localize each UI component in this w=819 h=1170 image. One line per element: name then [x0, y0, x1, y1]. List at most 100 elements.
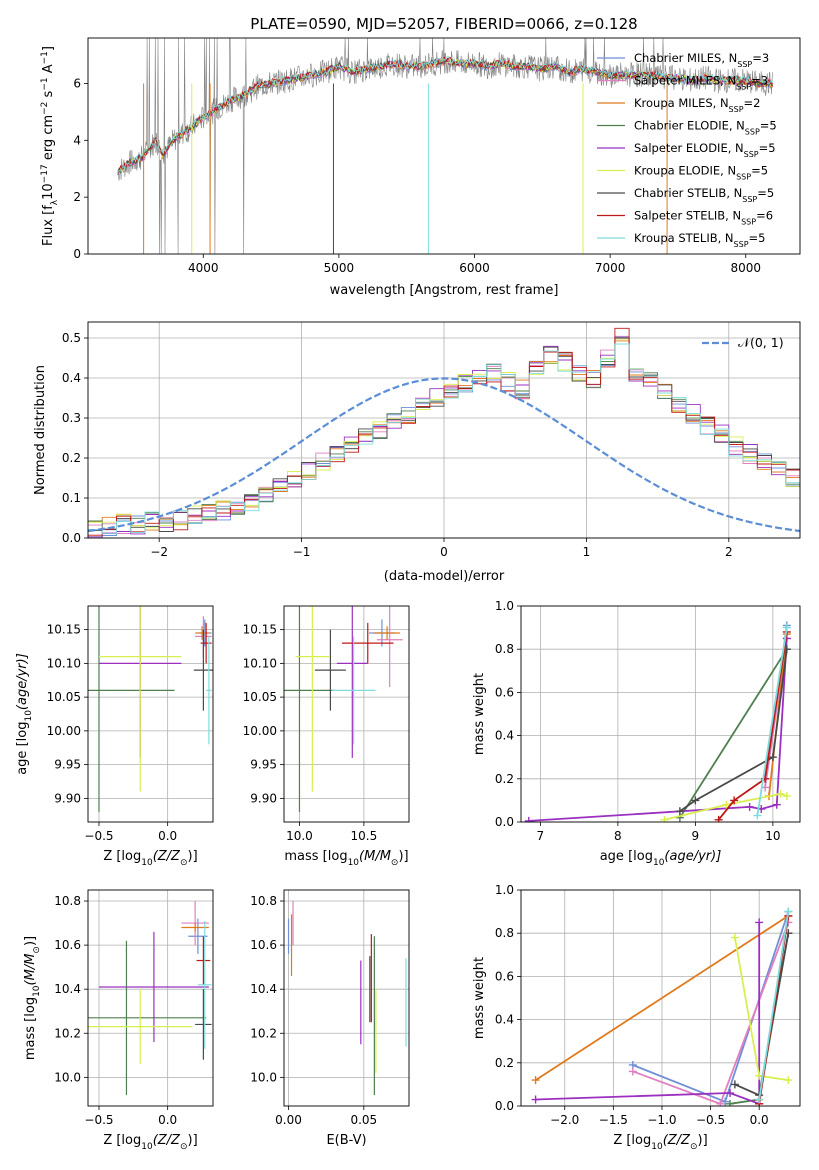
axes-frame: [283, 605, 410, 823]
y-tick-label: 2: [73, 190, 81, 204]
y-tick-label: 10.00: [243, 724, 277, 738]
x-tick-label: 1: [583, 545, 591, 559]
y-tick-label: 10.05: [243, 690, 277, 704]
weight-marker: [776, 789, 785, 798]
weight-vs-age-plot: 7 8 9 10 0.0 0.2 0.4 0.6 0.8 1.0 age [log10(age/yr…: [472, 599, 801, 868]
x-tick-label: 0.05: [350, 1113, 377, 1127]
x-tick-label: 10: [765, 829, 780, 843]
weight-line: [679, 649, 788, 812]
weight-line: [664, 792, 788, 821]
weight-marker: [755, 1095, 764, 1104]
x-tick-label: −2.0: [550, 1113, 579, 1127]
x-tick-label: 10.5: [351, 829, 378, 843]
legend-label: Chabrier MILES, NSSP=3: [634, 51, 769, 69]
weight-marker: [721, 1097, 730, 1106]
weight-marker: [782, 623, 791, 632]
plot-area: [88, 606, 213, 812]
y-tick-label: 0.2: [62, 451, 81, 465]
weight-line: [758, 911, 790, 1100]
y-tick-label: 10.4: [54, 982, 81, 996]
weight-line: [528, 638, 788, 822]
x-tick-label: 7000: [595, 261, 626, 275]
x-tick-label: 0.0: [750, 1113, 769, 1127]
weight-marker: [730, 1080, 739, 1089]
weight-marker: [628, 1067, 637, 1076]
y-tick-label: 10.15: [47, 623, 81, 637]
y-tick-label: 0.5: [62, 331, 81, 345]
y-tick-label: 10.0: [250, 1070, 277, 1084]
y-tick-label: 10.2: [54, 1026, 81, 1040]
weight-marker: [524, 816, 533, 822]
x-tick-label: 10.0: [286, 829, 313, 843]
y-tick-label: 10.4: [250, 982, 277, 996]
x-tick-label: 4000: [188, 261, 219, 275]
y-tick-label: 0.6: [495, 685, 514, 699]
weight-marker: [782, 792, 791, 801]
age-vs-metallicity-plot: −0.5 0.0 9.90 9.95 10.00 10.05 10.10 10.15 Z [lo…: [15, 605, 214, 868]
x-tick-label: 7: [537, 829, 545, 843]
axes-frame: [520, 605, 801, 823]
x-tick-label: −0.5: [84, 829, 113, 843]
histogram-step: [88, 338, 800, 538]
x-tick-label: 6000: [459, 261, 490, 275]
plot-area: [524, 621, 791, 822]
legend-label: Chabrier ELODIE, NSSP=5: [634, 119, 777, 137]
mass-vs-metallicity-plot: −0.5 0.0 10.0 10.2 10.4 10.6 10.8 Z [log10(Z/Z⊙…: [23, 889, 214, 1152]
plot-area: [88, 327, 800, 538]
y-tick-label: 0.6: [495, 969, 514, 983]
plot-area: [531, 907, 793, 1106]
weight-vs-metallicity-plot: −2.0 −1.5 −1.0 −0.5 0.0 0.0 0.2 0.4 0.6 0.8 1.0 Z […: [472, 883, 801, 1152]
y-tick-label: 9.90: [250, 791, 277, 805]
weight-marker: [772, 800, 781, 809]
histogram-step: [88, 327, 800, 536]
weight-marker: [768, 753, 777, 762]
weight-line: [535, 922, 761, 1106]
model-spectrum-line: [117, 55, 774, 173]
y-tick-label: 9.90: [54, 791, 81, 805]
legend-label: Salpeter ELODIE, NSSP=5: [634, 141, 776, 159]
plot-area: [287, 901, 407, 1095]
x-tick-label: 0.0: [158, 1113, 177, 1127]
x-tick-label: 0: [440, 545, 448, 559]
y-tick-label: 0.8: [495, 926, 514, 940]
observed-spectrum: [117, 38, 773, 254]
weight-marker: [726, 1089, 735, 1098]
legend-label: Kroupa ELODIE, NSSP=5: [634, 164, 768, 182]
y-tick-label: 10.00: [47, 724, 81, 738]
spectrum-plot: 4000 5000 6000 7000 8000 0 2 4 6 Chabrier MILES, …: [40, 37, 801, 298]
weight-marker: [784, 907, 793, 916]
axes-frame: [87, 37, 801, 255]
y-tick-label: 9.95: [54, 758, 81, 772]
y-tick-label: 10.2: [250, 1026, 277, 1040]
weight-marker: [716, 1099, 725, 1106]
y-axis-label: mass weight: [472, 957, 487, 1039]
axes-frame: [283, 889, 410, 1107]
x-tick-label: −0.5: [696, 1113, 725, 1127]
x-tick-label: −2: [150, 545, 168, 559]
x-axis-label: age [log10(age/yr)]: [600, 849, 722, 868]
y-axis-label: Flux [fλ10−17 erg cm−2 s−1 A−1]: [40, 46, 60, 246]
y-tick-label: 0.4: [495, 1013, 514, 1027]
age-vs-mass-plot: 10.0 10.5 9.90 9.95 10.00 10.05 10.10 10.15 mass…: [243, 605, 410, 868]
residuals-histogram-plot: −2 −1 0 1 2 0.0 0.1 0.2 0.3 0.4 0.5 𝒩(0, 1) (data-mo…: [33, 321, 801, 584]
x-axis-label: mass [log10(M/M⊙)]: [284, 849, 408, 868]
y-tick-label: 0.8: [495, 642, 514, 656]
y-tick-label: 1.0: [495, 883, 514, 897]
y-tick-label: 9.95: [250, 758, 277, 772]
y-axis-label: age [log10(age/yr)]: [15, 653, 34, 775]
weight-marker: [745, 802, 754, 811]
plot-area: [284, 606, 403, 812]
x-axis-label: wavelength [Angstrom, rest frame]: [330, 283, 559, 298]
weight-marker: [660, 815, 669, 822]
axes-frame: [87, 889, 214, 1107]
y-tick-label: 0.1: [62, 491, 81, 505]
weight-marker: [531, 1076, 540, 1085]
axes-frame: [87, 605, 214, 823]
mass-vs-ebv-plot: 0.00 0.05 10.0 10.2 10.4 10.6 10.8 E(B-V): [250, 889, 410, 1148]
y-tick-label: 10.10: [47, 656, 81, 670]
x-tick-label: −1: [293, 545, 311, 559]
y-tick-label: 0.4: [495, 729, 514, 743]
histogram-step: [88, 336, 800, 538]
weight-line: [717, 631, 788, 821]
